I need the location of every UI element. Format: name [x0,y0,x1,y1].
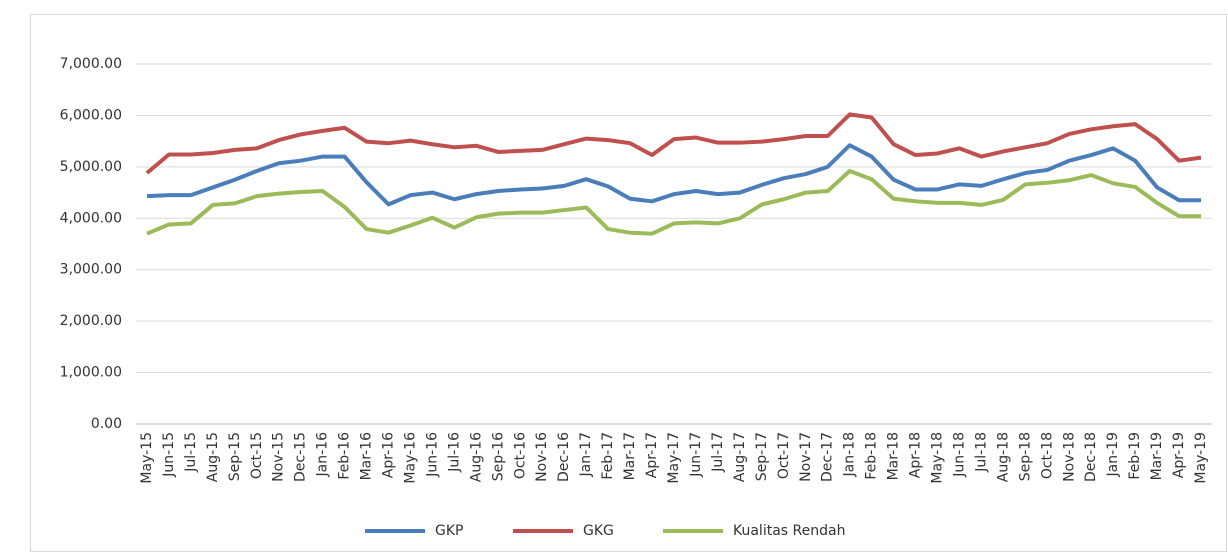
x-tick-label: Jul-18 [973,432,989,473]
line-series [146,168,1202,236]
x-tick-label: Dec-15 [293,432,309,482]
y-tick-label: 7,000.00 [60,56,122,72]
line-series [146,143,1202,207]
x-tick-label: Sep-18 [1017,432,1033,481]
x-tick-label: Dec-17 [820,432,836,482]
x-tick-label: Mar-16 [359,432,375,480]
x-tick-label: Dec-18 [1083,432,1099,482]
chart-frame [30,14,1227,552]
x-tick-label: Nov-18 [1061,432,1077,482]
line-series [145,112,1202,175]
x-tick-label: May-17 [666,432,682,484]
x-tick-label: Feb-18 [864,432,880,480]
x-tick-label: Aug-16 [468,432,484,482]
legend-label: Kualitas Rendah [733,523,845,539]
x-tick-label: Jan-19 [1105,432,1121,477]
x-tick-label: Aug-18 [995,432,1011,482]
x-tick-label: Mar-17 [622,432,638,480]
x-tick-label: Jan-18 [842,432,858,477]
x-tick-label: Dec-16 [556,432,572,482]
x-tick-label: Nov-17 [798,432,814,482]
x-tick-label: Apr-18 [908,432,924,478]
x-tick-label: Apr-17 [644,432,660,478]
x-tick-label: Oct-15 [249,432,265,479]
x-tick-label: Jan-17 [578,432,594,477]
x-tick-label: Nov-15 [271,432,287,482]
x-tick-label: Jul-16 [446,432,462,473]
y-tick-label: 5,000.00 [60,159,122,175]
x-tick-label: May-15 [139,432,155,484]
y-tick-label: 4,000.00 [60,210,122,226]
x-tick-label: Jan-16 [315,432,331,478]
x-tick-label: Mar-18 [886,432,902,480]
x-tick-label: Nov-16 [534,432,550,482]
x-tick-label: May-19 [1193,432,1209,484]
x-tick-label: Aug-15 [205,432,221,482]
y-tick-label: 3,000.00 [60,262,122,278]
x-tick-label: Sep-15 [227,432,243,481]
x-tick-label: Jun-18 [951,432,967,478]
x-tick-label: Aug-17 [732,432,748,482]
legend-label: GKP [435,523,463,539]
x-tick-label: Jul-17 [710,432,726,473]
y-tick-label: 0.00 [91,416,122,432]
x-tick-label: May-16 [402,432,418,484]
x-tick-label: Oct-16 [512,432,528,479]
x-tick-label: May-18 [930,432,946,484]
y-tick-label: 1,000.00 [60,365,122,381]
y-tick-label: 2,000.00 [60,313,122,329]
x-tick-label: Sep-17 [754,432,770,481]
x-tick-label: Feb-17 [600,432,616,480]
x-tick-label: Jun-17 [688,432,704,478]
x-tick-label: Jul-15 [183,432,199,473]
x-tick-label: Jun-15 [161,432,177,478]
x-tick-label: Mar-19 [1149,432,1165,480]
legend-label: GKG [583,523,614,539]
x-tick-label: Sep-16 [490,432,506,481]
x-tick-label: Apr-19 [1171,432,1187,478]
x-tick-label: Apr-16 [381,432,397,478]
x-tick-label: Oct-17 [776,432,792,479]
x-tick-label: Feb-19 [1127,432,1143,480]
y-tick-label: 6,000.00 [60,107,122,123]
x-tick-label: Jun-16 [424,432,440,478]
x-tick-label: Feb-16 [337,432,353,480]
x-tick-label: Oct-18 [1039,432,1055,479]
